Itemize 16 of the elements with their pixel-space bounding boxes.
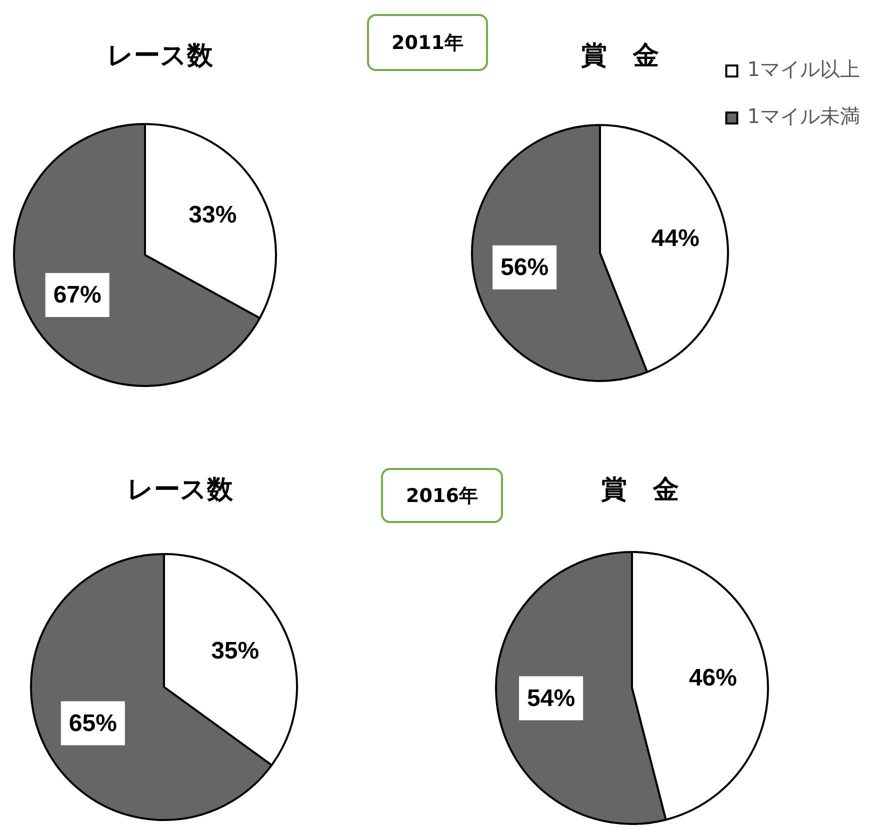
legend-label: 1マイル以上: [747, 57, 860, 82]
legend-label: 1マイル未満: [747, 104, 860, 128]
rounded-frame: 2011年: [367, 14, 488, 71]
chart-title: 賞 金: [601, 474, 679, 506]
chart-title: 賞 金: [581, 40, 659, 72]
data-label: 44%: [651, 225, 700, 252]
data-label: 46%: [688, 664, 737, 692]
data-label: 56%: [500, 254, 549, 282]
data-label: 67%: [53, 282, 102, 309]
rounded-frame: 2016年: [381, 468, 503, 523]
data-label: 33%: [188, 202, 237, 229]
chart-title: レース数: [107, 40, 213, 72]
data-label: 54%: [527, 684, 576, 712]
data-label: 65%: [68, 710, 117, 737]
data-label: 35%: [211, 637, 260, 664]
chart-title: レース数: [127, 474, 233, 506]
